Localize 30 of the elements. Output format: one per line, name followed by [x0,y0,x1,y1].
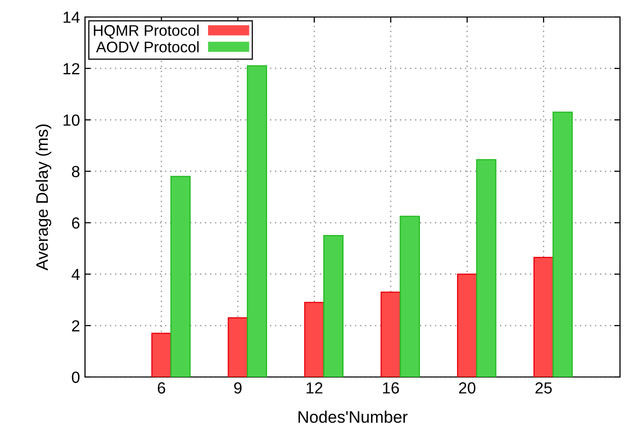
y-tick-label: 0 [72,372,80,383]
bar [457,274,478,377]
legend-label: AODV Protocol [96,41,199,52]
bar [533,256,554,377]
x-tick-label: 16 [383,382,399,394]
bar [304,302,324,377]
x-tick-label: 25 [535,382,552,394]
x-tick-label: 6 [158,382,166,394]
bar [151,332,172,377]
y-tick-label: 14 [64,12,80,23]
bar [323,235,344,377]
x-axis-title: Nodes'Number [298,410,408,423]
bar [380,292,401,377]
bar [552,112,573,377]
bar [170,176,191,377]
bar [228,317,248,377]
legend-label: HQMR Protocol [94,24,199,39]
bar [476,159,496,377]
bar [246,65,268,377]
x-tick-label: 9 [234,382,242,394]
bar [400,216,420,377]
y-tick-label: 10 [64,114,80,126]
x-tick-label: 12 [306,382,322,394]
y-tick-label: 6 [72,217,80,229]
y-tick-label: 2 [72,320,80,332]
y-tick-label: 12 [64,63,80,74]
y-axis-title: Average Delay (ms) [36,124,52,270]
x-tick-label: 20 [459,382,476,394]
y-tick-label: 4 [72,268,80,280]
y-tick-label: 8 [72,166,80,178]
